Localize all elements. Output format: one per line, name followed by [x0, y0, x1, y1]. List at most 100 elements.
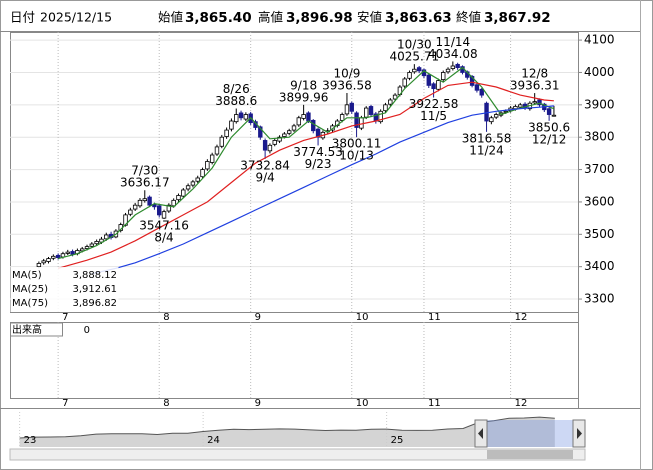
- navigator-label: 25: [391, 435, 404, 446]
- price-value: 3,865.40: [185, 10, 252, 26]
- annotation-value: 4034.08: [428, 47, 478, 61]
- y-tick-label: 4100: [584, 33, 615, 47]
- candle-body: [513, 106, 518, 110]
- candle-body: [36, 263, 42, 268]
- candle-body: [311, 119, 316, 132]
- candle-body: [315, 128, 321, 138]
- legend-value: 3,912.61: [72, 284, 117, 295]
- candle-body: [296, 117, 302, 126]
- candle-body: [190, 181, 196, 186]
- y-tick-label: 3500: [584, 227, 615, 241]
- y-tick-label: 3600: [584, 194, 615, 208]
- navigator-window[interactable]: [487, 420, 573, 447]
- date-label: 日付: [10, 10, 35, 25]
- candle-body: [339, 114, 345, 121]
- candle-body: [546, 108, 552, 115]
- candle-body: [416, 67, 422, 72]
- candle-body: [392, 94, 398, 100]
- ma-line: [57, 81, 554, 269]
- candle-body: [209, 154, 215, 163]
- legend-box: [10, 267, 119, 312]
- annotation-value: 3850.6: [528, 120, 570, 134]
- candle-body: [469, 75, 475, 86]
- candle-body: [407, 72, 412, 79]
- scrollbar[interactable]: [9, 448, 586, 461]
- candle-body: [176, 195, 181, 201]
- legend-value: 3,896.82: [72, 298, 117, 309]
- candle-body: [344, 104, 350, 115]
- price-label: 始値: [158, 10, 183, 25]
- y-tick-label: 3900: [584, 97, 615, 111]
- candle-body: [378, 110, 383, 123]
- candle-body: [537, 99, 542, 106]
- legend-name: MA(75): [12, 298, 48, 309]
- candle-body: [518, 104, 523, 108]
- annotation-date: 8/4: [154, 231, 173, 245]
- annotation-date: 10/13: [339, 149, 374, 163]
- candle-body: [258, 126, 263, 138]
- navigator-line: [19, 416, 555, 439]
- price-value: 3,867.92: [484, 10, 551, 26]
- candle-body: [272, 140, 277, 145]
- annotation-date: 9/18: [290, 78, 317, 92]
- annotation-date: 8/26: [223, 82, 250, 96]
- y-tick-label: 3400: [584, 259, 615, 273]
- candle-body: [532, 101, 537, 104]
- candle-body: [55, 254, 61, 259]
- candle-body: [41, 260, 46, 264]
- candle-body: [142, 198, 147, 202]
- legend-name: MA(25): [12, 284, 48, 295]
- candle-body: [132, 204, 138, 210]
- candle-body: [104, 234, 109, 240]
- candle-body: [166, 204, 172, 212]
- price-value: 3,896.98: [286, 10, 353, 26]
- x-tick-label: 12: [515, 312, 528, 323]
- x-tick-label: 10: [356, 398, 369, 409]
- candle-body: [185, 185, 191, 190]
- candle-body: [431, 83, 436, 90]
- candle-body: [436, 80, 441, 90]
- candle-body: [368, 106, 374, 115]
- candle-body: [306, 112, 311, 122]
- annotation-date: 10/9: [333, 66, 360, 80]
- candle-body: [70, 251, 75, 255]
- legend-name: MA(5): [12, 270, 42, 281]
- candle-body: [455, 63, 460, 69]
- candle-body: [128, 209, 133, 215]
- annotation-value: 3888.6: [215, 94, 257, 108]
- handle-arrow: [577, 428, 582, 439]
- candle-body: [354, 112, 359, 128]
- candle-body: [402, 78, 407, 87]
- annotation-value: 3636.17: [120, 176, 170, 190]
- candle-body: [181, 189, 186, 197]
- candle-body: [200, 169, 205, 178]
- candle-body: [479, 88, 484, 96]
- annotation-date: 11/14: [436, 35, 471, 49]
- candle-body: [383, 104, 388, 112]
- candle-body: [349, 102, 354, 112]
- candle-body: [277, 136, 282, 142]
- x-tick-label: 8: [163, 312, 169, 323]
- handle-arrow: [478, 428, 483, 439]
- candle-body: [46, 258, 51, 262]
- candle-body: [474, 84, 480, 91]
- candle-body: [243, 114, 249, 120]
- candle-body: [301, 114, 306, 119]
- candle-body: [238, 112, 244, 119]
- candle-body: [229, 120, 234, 130]
- navigator-label: 23: [24, 435, 37, 446]
- y-tick-label: 3300: [584, 292, 615, 306]
- annotation-value: 3547.16: [139, 219, 189, 233]
- candle-body: [94, 241, 99, 245]
- candle-body: [147, 196, 152, 206]
- candle-body: [426, 74, 431, 86]
- candle-body: [161, 211, 167, 219]
- annotation-date: 9/4: [255, 170, 274, 184]
- annotation-value: 3732.84: [240, 158, 290, 172]
- candle-body: [291, 125, 297, 131]
- y-tick-label: 3800: [584, 130, 615, 144]
- scrollbar-thumb[interactable]: [487, 450, 573, 459]
- annotation-date: 11/24: [469, 143, 504, 157]
